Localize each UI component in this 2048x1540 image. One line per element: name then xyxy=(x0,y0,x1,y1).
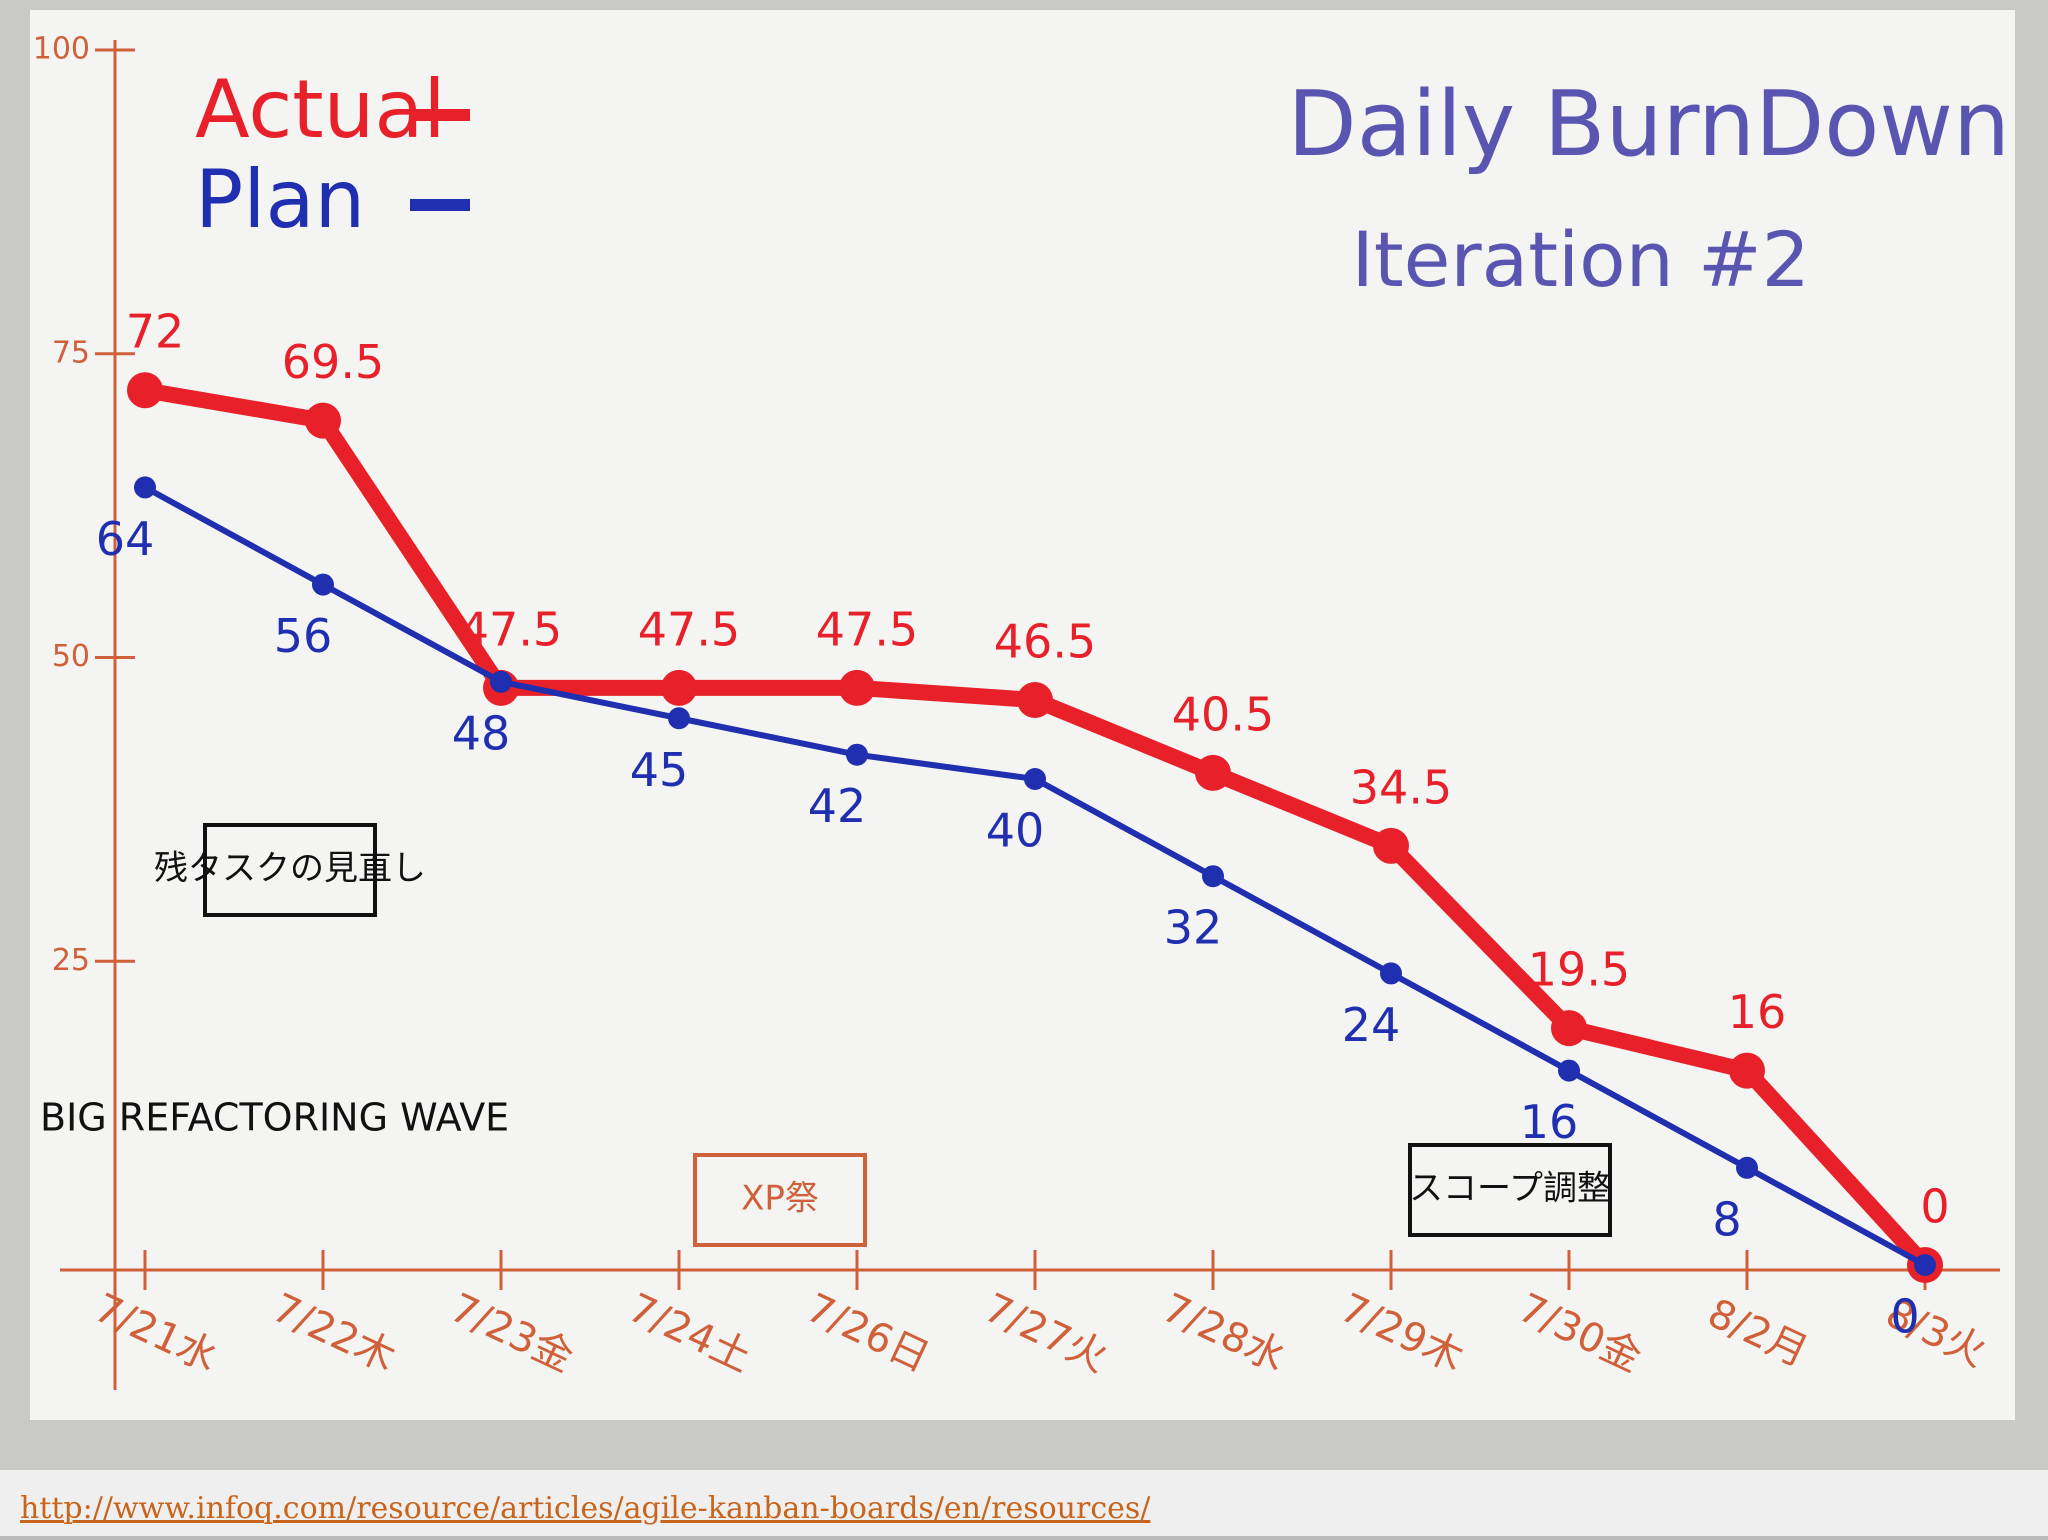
data-label: 16 xyxy=(1728,985,1787,1039)
data-label: 72 xyxy=(126,305,185,359)
footer-band xyxy=(0,1470,2048,1536)
data-label: 46.5 xyxy=(994,615,1096,669)
data-label: 64 xyxy=(96,512,155,566)
data-point xyxy=(134,476,156,499)
data-label: 40.5 xyxy=(1172,687,1274,741)
data-label: 0 xyxy=(1920,1180,1949,1234)
legend-label: Plan xyxy=(195,153,365,246)
annotation-box xyxy=(693,1153,867,1247)
annotation: XP祭 xyxy=(741,1179,819,1219)
data-point xyxy=(490,670,512,693)
data-label: 47.5 xyxy=(460,602,562,656)
data-label: 32 xyxy=(1164,901,1223,955)
annotation-box xyxy=(203,823,377,917)
data-point xyxy=(1551,1010,1587,1047)
data-label: 16 xyxy=(1520,1095,1579,1149)
data-point xyxy=(839,669,875,706)
data-label: 34.5 xyxy=(1350,760,1452,814)
annotation: BIG REFACTORING WAVE xyxy=(40,1096,509,1140)
data-point xyxy=(1024,768,1046,790)
data-label: 24 xyxy=(1342,998,1401,1052)
data-point xyxy=(1558,1059,1580,1082)
data-point xyxy=(1202,865,1224,888)
data-label: 45 xyxy=(630,743,689,797)
annotation-box xyxy=(1408,1143,1612,1237)
data-point xyxy=(1729,1052,1765,1089)
data-label: 42 xyxy=(808,779,867,833)
annotation: 残タスクの見直し xyxy=(154,849,426,889)
legend-label: Actual xyxy=(195,63,446,156)
y-tick-label: 25 xyxy=(52,943,90,978)
data-point xyxy=(1017,682,1053,719)
data-label: 40 xyxy=(986,804,1045,858)
data-point xyxy=(668,707,690,730)
data-point xyxy=(1914,1254,1936,1276)
data-point xyxy=(1380,962,1402,985)
data-point xyxy=(1736,1156,1758,1179)
chart-subtitle: Iteration #2 xyxy=(1351,215,1810,304)
data-label: 56 xyxy=(274,609,333,663)
data-point xyxy=(1373,827,1409,864)
data-label: 0 xyxy=(1890,1290,1919,1344)
data-point xyxy=(1195,754,1231,791)
data-label: 69.5 xyxy=(282,335,384,389)
data-label: 48 xyxy=(452,706,511,760)
chart-title: Daily BurnDown xyxy=(1287,72,2010,177)
y-tick-label: 100 xyxy=(33,32,90,67)
y-tick-label: 75 xyxy=(52,335,90,370)
data-point xyxy=(661,669,697,706)
data-label: 47.5 xyxy=(816,602,918,656)
data-point xyxy=(312,573,334,596)
data-label: 8 xyxy=(1712,1192,1741,1246)
source-link[interactable]: http://www.infoq.com/resource/articles/a… xyxy=(20,1491,1151,1526)
data-point xyxy=(846,743,868,766)
data-point xyxy=(305,402,341,439)
data-label: 19.5 xyxy=(1528,943,1630,997)
y-tick-label: 50 xyxy=(52,639,90,674)
data-label: 47.5 xyxy=(638,602,740,656)
data-point xyxy=(127,372,163,409)
annotation: スコープ調整 xyxy=(1409,1169,1611,1209)
paper xyxy=(30,10,2015,1420)
